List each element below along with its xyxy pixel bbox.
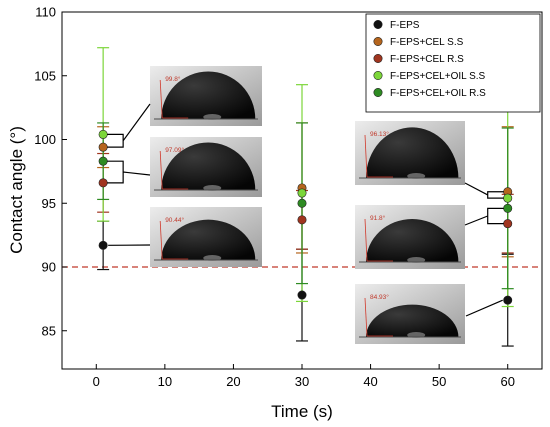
data-point [503, 193, 513, 203]
data-point [503, 295, 513, 305]
angle-label: 97.09° [165, 146, 184, 154]
angle-label: 91.8° [370, 214, 386, 222]
callout-bracket [107, 103, 151, 148]
droplet-inset: 96.13° [355, 121, 465, 185]
legend-label: F-EPS+CEL+OIL R.S [390, 88, 486, 99]
x-axis-title: Time (s) [271, 402, 333, 421]
angle-tangent [364, 297, 368, 337]
y-tick-label: 95 [42, 196, 56, 211]
droplet-shape [161, 219, 256, 260]
data-point [297, 198, 307, 208]
x-tick-label: 50 [432, 374, 446, 389]
droplet-shape [366, 219, 459, 262]
y-tick-label: 90 [42, 260, 56, 275]
droplet-insets: 99.8° 97.09° 90.44° 96.13° 91.8° 84.93° [150, 66, 465, 344]
angle-tangent [159, 150, 163, 190]
callout-bracket [464, 207, 504, 226]
angle-label: 84.93° [370, 293, 389, 301]
callouts [107, 103, 504, 317]
legend-label: F-EPS+CEL+OIL S.S [390, 71, 486, 82]
axes: 0 10 20 30 40 50 60 85 90 95 100 105 110 [34, 5, 515, 390]
data-point [98, 142, 108, 152]
angle-label: 96.13° [370, 130, 389, 138]
data-point [98, 156, 108, 166]
angle-tangent [159, 220, 163, 260]
data-point [297, 188, 307, 198]
legend-box [365, 13, 541, 113]
data-point [98, 129, 108, 139]
angle-tangent [364, 218, 368, 262]
y-tick-label: 100 [34, 132, 56, 147]
droplet-shape [366, 127, 459, 178]
legend-marker [373, 53, 383, 63]
legend: F-EPS F-EPS+CEL S.S F-EPS+CEL R.S F-EPS+CEL… [365, 13, 541, 113]
x-tick-label: 30 [295, 374, 309, 389]
y-tick-label: 110 [35, 5, 56, 20]
callout-bracket [464, 182, 504, 199]
x-tick-label: 10 [158, 374, 172, 389]
x-tick-label: 20 [226, 374, 240, 389]
data-point [98, 240, 108, 250]
data-point [297, 290, 307, 300]
legend-marker [373, 19, 383, 29]
data-point [503, 219, 513, 229]
droplet-inset: 97.09° [150, 137, 262, 197]
data-point [297, 215, 307, 225]
y-tick-label: 105 [34, 68, 56, 83]
droplet-inset: 90.44° [150, 207, 262, 267]
angle-label: 99.8° [165, 75, 181, 83]
y-axis-title: Contact angle (°) [7, 126, 26, 254]
data-point [98, 178, 108, 188]
legend-label: F-EPS+CEL S.S [390, 37, 464, 48]
callout-bracket [107, 160, 151, 184]
legend-marker [373, 36, 383, 46]
angle-tangent [364, 134, 368, 178]
legend-marker [373, 88, 383, 98]
data-points [98, 129, 513, 305]
x-tick-label: 60 [500, 374, 514, 389]
callout-arrow [465, 299, 503, 317]
droplet-inset: 99.8° [150, 66, 262, 126]
angle-label: 90.44° [165, 216, 184, 224]
legend-label: F-EPS+CEL R.S [390, 54, 464, 65]
droplet-inset: 84.93° [355, 284, 465, 344]
x-tick-label: 40 [363, 374, 377, 389]
droplet-shape [366, 304, 459, 337]
droplet-shape [161, 142, 256, 190]
x-tick-label: 0 [93, 374, 100, 389]
legend-label: F-EPS [390, 20, 420, 31]
data-point [503, 203, 513, 213]
y-tick-label: 85 [42, 323, 56, 338]
legend-marker [373, 71, 383, 81]
droplet-shape [161, 71, 256, 119]
angle-tangent [159, 79, 163, 119]
droplet-inset: 91.8° [355, 205, 465, 269]
